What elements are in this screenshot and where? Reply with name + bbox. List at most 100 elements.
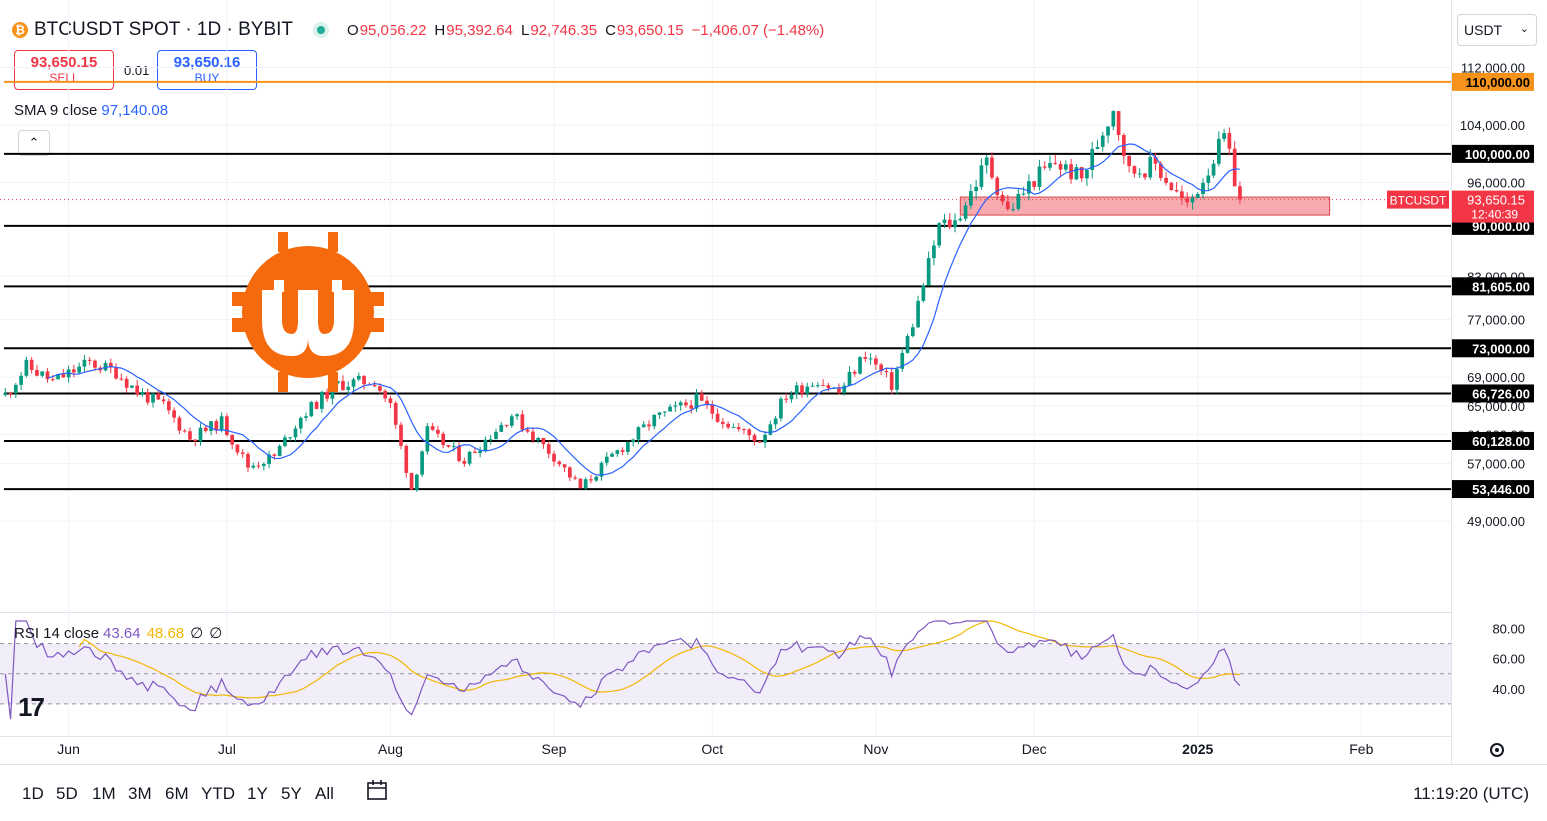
sma-legend[interactable]: SMA 9 close 97,140.08 bbox=[14, 102, 168, 119]
tradingview-logo[interactable]: 17 bbox=[18, 692, 45, 722]
symbol-title[interactable]: BTCUSDT SPOT · 1D · BYBIT bbox=[34, 19, 294, 40]
candle-body bbox=[937, 223, 942, 246]
candle-body bbox=[193, 439, 198, 442]
candle-body bbox=[868, 358, 873, 360]
tf-ytd[interactable]: YTD bbox=[201, 784, 235, 803]
tf-1y[interactable]: 1Y bbox=[247, 784, 268, 803]
candle-body bbox=[932, 245, 936, 259]
candle-body bbox=[304, 416, 308, 418]
rsi-extra-1: ∅ bbox=[190, 625, 204, 642]
candle-body bbox=[583, 479, 588, 489]
candle-body bbox=[916, 300, 920, 328]
candle-body bbox=[610, 453, 614, 457]
ohlc-open: O95,056.22 bbox=[347, 21, 427, 39]
candle-body bbox=[351, 379, 356, 387]
candle-body bbox=[1195, 194, 1200, 198]
candle-body bbox=[214, 421, 219, 431]
tf-5d[interactable]: 5D bbox=[56, 784, 78, 803]
candle-body bbox=[858, 357, 862, 374]
sma-legend-label: SMA 9 close bbox=[14, 102, 98, 119]
candle-body bbox=[451, 445, 456, 447]
chevron-up-icon[interactable]: ⌃ bbox=[18, 130, 50, 156]
tf-5y[interactable]: 5Y bbox=[281, 784, 302, 803]
candle-body bbox=[557, 461, 562, 465]
candle-body bbox=[1158, 163, 1163, 178]
price-tag-price: 93,650.15 bbox=[1467, 193, 1525, 208]
candle-body bbox=[1206, 175, 1211, 183]
candle-body bbox=[166, 401, 171, 411]
bottom-toolbar: 1D 5D 1M 3M 6M YTD 1Y 5Y All 11:19:20 (U… bbox=[0, 764, 1547, 815]
candle-body bbox=[641, 424, 646, 428]
currency-select[interactable]: USDT ⌄ bbox=[1457, 14, 1537, 46]
calendar-goto-icon[interactable] bbox=[366, 779, 390, 808]
candle-body bbox=[61, 374, 66, 378]
candle-body bbox=[388, 398, 393, 403]
candle-body bbox=[1085, 169, 1089, 179]
candle-body bbox=[821, 385, 825, 387]
candle-body bbox=[409, 472, 414, 490]
candle-body bbox=[657, 412, 662, 415]
time-tick: Sep bbox=[542, 741, 567, 757]
candle-body bbox=[589, 479, 593, 481]
candle-body bbox=[462, 460, 467, 464]
candle-body bbox=[293, 428, 298, 438]
candle-body bbox=[699, 393, 704, 401]
candle-body bbox=[789, 394, 794, 400]
time-tick: Nov bbox=[863, 741, 888, 757]
candle-body bbox=[546, 444, 551, 454]
utc-clock[interactable]: 11:19:20 (UTC) bbox=[1413, 784, 1529, 803]
candle-body bbox=[779, 398, 783, 419]
candle-body bbox=[947, 219, 952, 228]
grid bbox=[0, 0, 1451, 736]
candle-body bbox=[942, 219, 947, 224]
candle-body bbox=[82, 359, 87, 367]
price-tick: 65,000.00 bbox=[1467, 399, 1525, 414]
candle-body bbox=[13, 384, 18, 394]
candle-body bbox=[1164, 177, 1168, 183]
candle-body bbox=[536, 437, 541, 441]
candle-body bbox=[261, 463, 266, 467]
candle-body bbox=[114, 367, 118, 379]
candle-body bbox=[763, 434, 767, 443]
candle-body bbox=[1106, 126, 1110, 136]
candle-body bbox=[747, 429, 752, 436]
candle-body bbox=[1005, 201, 1010, 210]
tf-3m[interactable]: 3M bbox=[128, 784, 152, 803]
candle-body bbox=[1000, 194, 1005, 202]
rsi-tick: 60.00 bbox=[1492, 652, 1525, 667]
candle-body bbox=[794, 385, 799, 395]
price-chart[interactable]: 112,000.00104,000.0096,000.0083,000.0077… bbox=[0, 0, 1547, 764]
candle-body bbox=[1222, 133, 1226, 139]
candle-body bbox=[325, 391, 329, 399]
price-tick: 112,000.00 bbox=[1461, 60, 1525, 75]
candle-body bbox=[1095, 146, 1100, 149]
tf-1m[interactable]: 1M bbox=[92, 784, 116, 803]
tf-all[interactable]: All bbox=[315, 784, 334, 803]
candle-body bbox=[705, 400, 709, 405]
candles bbox=[3, 110, 1242, 492]
horizontal-levels[interactable] bbox=[4, 80, 1451, 491]
candle-body bbox=[594, 476, 599, 481]
candle-body bbox=[509, 416, 514, 426]
candle-body bbox=[298, 417, 303, 429]
candle-body bbox=[1174, 190, 1179, 192]
candle-body bbox=[346, 386, 351, 390]
time-axis: Jun Jul Aug Sep Oct Nov Dec 2025 Feb bbox=[57, 741, 1373, 757]
ohlc-low: L92,746.35 bbox=[521, 21, 598, 39]
candle-body bbox=[910, 327, 915, 337]
tf-1d[interactable]: 1D bbox=[22, 784, 44, 803]
candle-body bbox=[694, 393, 699, 409]
candle-body bbox=[1132, 166, 1137, 174]
candle-body bbox=[425, 426, 430, 452]
candle-body bbox=[815, 385, 820, 387]
candle-body bbox=[1058, 163, 1063, 170]
candle-body bbox=[1238, 186, 1242, 200]
support-zone[interactable] bbox=[0, 196, 1451, 216]
gear-icon[interactable] bbox=[1487, 740, 1507, 765]
tf-6m[interactable]: 6M bbox=[165, 784, 189, 803]
time-tick: 2025 bbox=[1182, 741, 1213, 757]
rsi-legend[interactable]: RSI 14 close 43.64 48.68 ∅ ∅ bbox=[14, 624, 222, 642]
candle-body bbox=[525, 429, 530, 432]
candle-body bbox=[356, 375, 361, 380]
rsi-tick: 40.00 bbox=[1492, 682, 1525, 697]
